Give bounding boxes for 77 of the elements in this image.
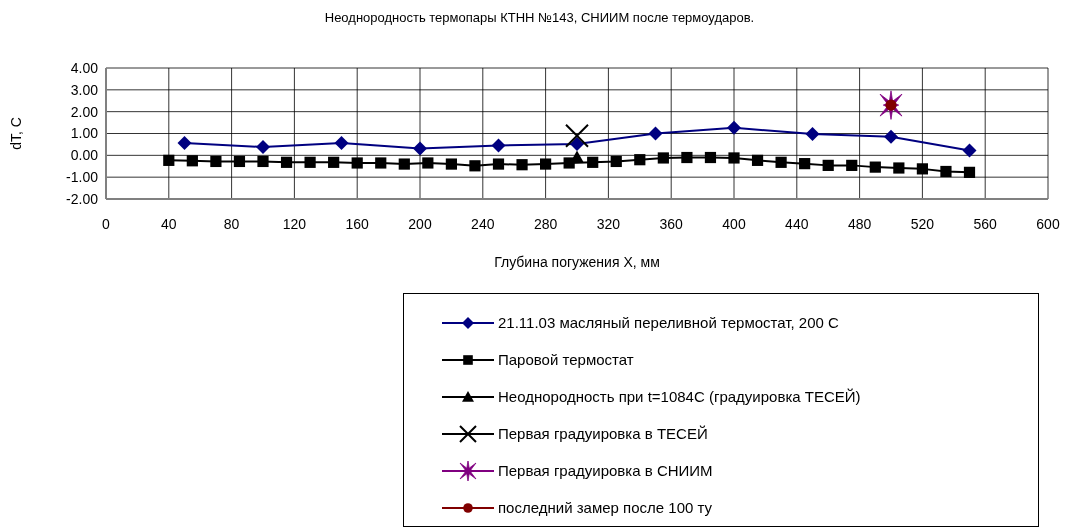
x-tick-label: 320 <box>596 215 621 232</box>
x-tick-label: 560 <box>973 215 998 232</box>
point <box>351 157 363 169</box>
x-tick-label: 240 <box>471 215 495 232</box>
point <box>751 154 764 166</box>
x-tick-label: 360 <box>659 215 684 232</box>
x-tick-label: 520 <box>910 215 935 232</box>
x-tick-label: 280 <box>533 215 558 232</box>
legend-label: Паровой термостат <box>498 351 634 368</box>
y-tick-label: 0.00 <box>70 147 99 164</box>
point <box>681 151 693 164</box>
point <box>398 158 410 170</box>
point <box>334 135 349 150</box>
point <box>328 156 340 168</box>
point <box>163 154 175 166</box>
point <box>375 157 387 169</box>
point <box>610 155 622 168</box>
point <box>704 151 717 164</box>
point <box>805 126 820 141</box>
point <box>822 159 834 171</box>
point <box>445 158 457 170</box>
point <box>940 165 952 178</box>
point <box>177 135 192 150</box>
x-tick-label: 440 <box>785 215 809 232</box>
point <box>962 143 977 158</box>
point <box>491 138 506 153</box>
legend-label: Первая градуировка в ТЕСЕЙ <box>498 425 708 442</box>
point <box>728 152 740 164</box>
point <box>634 154 646 166</box>
point <box>540 158 552 170</box>
x-tick-label: 400 <box>722 215 746 232</box>
point <box>916 163 928 175</box>
point <box>727 120 741 135</box>
chart-title: Неоднородность термопары КТНН №143, СНИИМ после термоударов. <box>323 10 756 25</box>
x-tick-label: 0 <box>102 215 111 232</box>
point <box>210 155 222 168</box>
x-axis-title: Глубина погужения X, мм <box>494 254 660 270</box>
y-tick-label: 4.00 <box>70 59 99 76</box>
x-tick-label: 600 <box>1036 215 1060 232</box>
point <box>492 158 505 170</box>
point <box>280 156 293 168</box>
point <box>233 155 246 168</box>
point <box>884 129 898 144</box>
point <box>846 159 858 171</box>
legend-label: Первая градуировка в СНИИМ <box>498 462 713 479</box>
y-tick-label: 3.00 <box>70 81 99 98</box>
point <box>422 157 434 169</box>
point <box>469 160 481 172</box>
point <box>256 140 270 155</box>
point <box>304 156 316 168</box>
x-tick-label: 80 <box>223 215 240 232</box>
legend-label: Неоднородность при t=1084C (градуировка ТЕСЕЙ) <box>498 388 861 405</box>
point <box>257 155 269 168</box>
legend-label: последний замер после 100 ту <box>498 499 713 516</box>
point <box>775 156 787 168</box>
y-tick-label: -1.00 <box>66 169 99 186</box>
point <box>648 126 663 141</box>
x-tick-label: 40 <box>161 215 177 232</box>
point <box>963 166 976 178</box>
point <box>869 161 881 173</box>
point <box>893 162 905 174</box>
point <box>186 155 198 167</box>
y-tick-label: 2.00 <box>70 103 99 120</box>
x-tick-label: 120 <box>282 215 307 232</box>
y-tick-label: -2.00 <box>66 190 99 207</box>
y-axis-title: dT, C <box>7 117 24 150</box>
point <box>565 123 589 148</box>
legend-label: 21.11.03 масляный переливной термостат, 200 С <box>498 314 839 331</box>
x-tick-label: 160 <box>345 215 370 232</box>
x-tick-label: 480 <box>847 215 872 232</box>
point <box>587 156 599 168</box>
point <box>516 159 528 171</box>
point <box>799 158 811 170</box>
point <box>657 152 669 164</box>
x-tick-label: 200 <box>408 215 432 232</box>
y-tick-label: 1.00 <box>70 125 99 142</box>
point <box>413 141 427 156</box>
